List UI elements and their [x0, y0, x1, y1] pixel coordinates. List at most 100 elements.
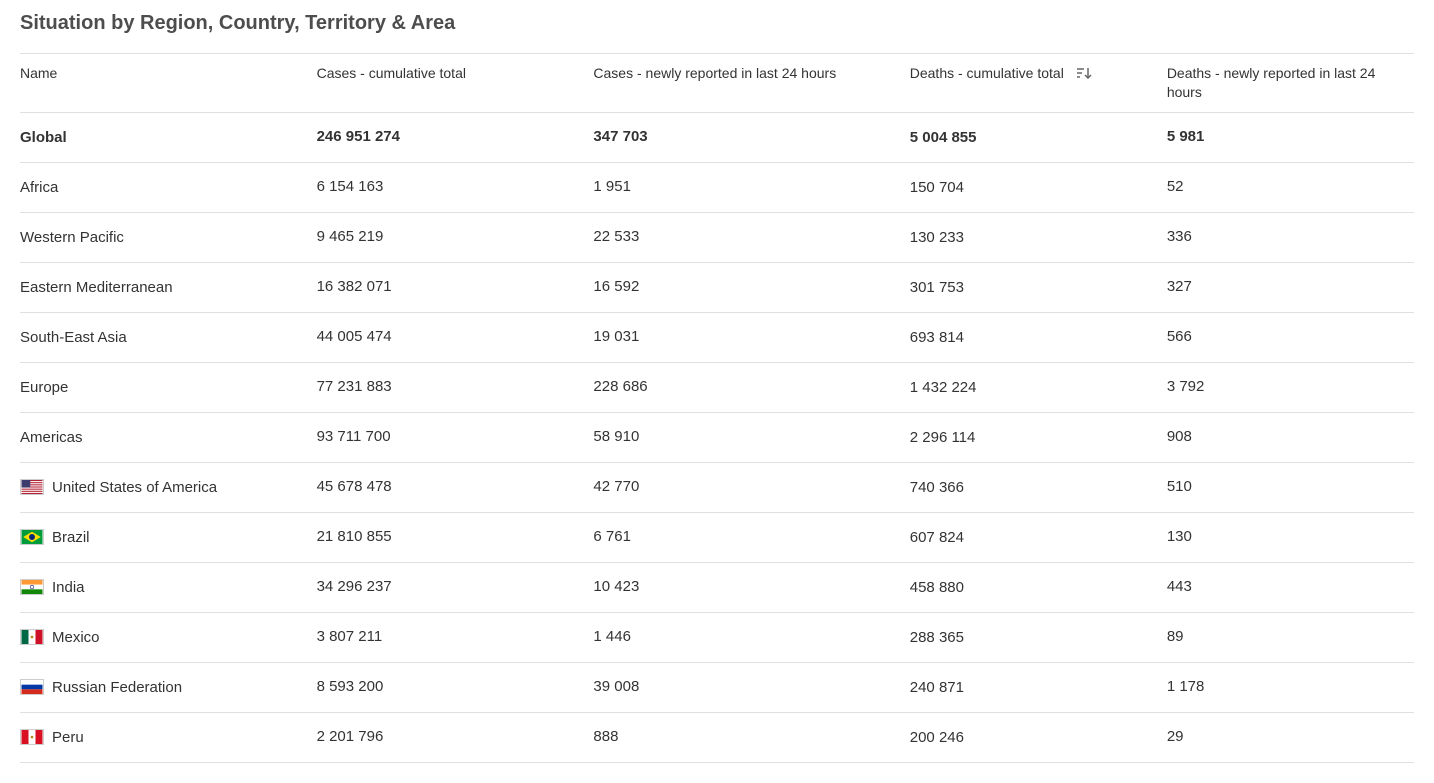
deaths-bar-track [986, 281, 1151, 293]
row-name: Europe [20, 379, 68, 396]
row-deaths: 458 880 [910, 579, 978, 596]
row-cases: 45 678 478 [317, 478, 392, 495]
row-deaths: 288 365 [910, 629, 978, 646]
row-new-deaths: 29 [1167, 728, 1184, 745]
header-name[interactable]: Name [20, 64, 317, 83]
header-deaths[interactable]: Deaths - cumulative total [910, 64, 1167, 83]
row-name: Brazil [52, 529, 90, 546]
row-new-cases: 39 008 [593, 678, 639, 695]
row-new-deaths: 1 178 [1167, 678, 1205, 695]
row-name: Russian Federation [52, 679, 182, 696]
deaths-bar-track [986, 381, 1151, 393]
row-deaths: 1 432 224 [910, 379, 978, 396]
row-new-cases: 888 [593, 728, 618, 745]
global-new-deaths: 5 981 [1167, 128, 1205, 145]
row-deaths: 740 366 [910, 479, 978, 496]
row-deaths: 301 753 [910, 279, 978, 296]
flag-icon [20, 479, 44, 495]
region-row[interactable]: Eastern Mediterranean 16 382 071 16 592 … [20, 263, 1414, 313]
deaths-bar-track [986, 631, 1151, 643]
row-new-deaths: 908 [1167, 428, 1192, 445]
country-row[interactable]: United States of America 45 678 478 42 7… [20, 463, 1414, 513]
row-deaths: 240 871 [910, 679, 978, 696]
country-row[interactable]: Mexico 3 807 211 1 446 288 365 89 [20, 613, 1414, 663]
row-name: United States of America [52, 479, 217, 496]
row-name: Eastern Mediterranean [20, 279, 173, 296]
row-cases: 6 154 163 [317, 178, 384, 195]
region-row[interactable]: Europe 77 231 883 228 686 1 432 224 3 79… [20, 363, 1414, 413]
row-new-deaths: 327 [1167, 278, 1192, 295]
row-new-cases: 22 533 [593, 228, 639, 245]
header-new-cases[interactable]: Cases - newly reported in last 24 hours [593, 64, 909, 83]
row-new-cases: 1 951 [593, 178, 631, 195]
deaths-bar-track [986, 331, 1151, 343]
row-deaths: 130 233 [910, 229, 978, 246]
row-new-deaths: 89 [1167, 628, 1184, 645]
flag-icon [20, 579, 44, 595]
row-cases: 2 201 796 [317, 728, 384, 745]
sort-desc-icon [1076, 66, 1092, 80]
row-cases: 21 810 855 [317, 528, 392, 545]
row-name: India [52, 579, 85, 596]
table-header-row: Name Cases - cumulative total Cases - ne… [20, 54, 1414, 113]
row-name: Mexico [52, 629, 100, 646]
row-cases: 8 593 200 [317, 678, 384, 695]
header-new-deaths[interactable]: Deaths - newly reported in last 24 hours [1167, 64, 1414, 102]
row-cases: 3 807 211 [317, 628, 383, 645]
deaths-bar-track [986, 481, 1151, 493]
global-name: Global [20, 129, 67, 146]
global-cases: 246 951 274 [317, 128, 400, 145]
header-cases[interactable]: Cases - cumulative total [317, 64, 594, 83]
flag-icon [20, 629, 44, 645]
row-new-deaths: 510 [1167, 478, 1192, 495]
row-new-cases: 16 592 [593, 278, 639, 295]
row-deaths: 150 704 [910, 179, 978, 196]
deaths-bar-track [986, 531, 1151, 543]
row-new-deaths: 3 792 [1167, 378, 1205, 395]
deaths-bar-track [986, 731, 1151, 743]
row-name: Africa [20, 179, 58, 196]
row-name: South-East Asia [20, 329, 127, 346]
row-new-deaths: 52 [1167, 178, 1184, 195]
row-new-cases: 58 910 [593, 428, 639, 445]
row-cases: 44 005 474 [317, 328, 392, 345]
country-row[interactable]: Russian Federation 8 593 200 39 008 240 … [20, 663, 1414, 713]
row-name: Western Pacific [20, 229, 124, 246]
row-new-cases: 19 031 [593, 328, 639, 345]
country-row[interactable]: Brazil 21 810 855 6 761 607 824 130 [20, 513, 1414, 563]
region-row[interactable]: Western Pacific 9 465 219 22 533 130 233… [20, 213, 1414, 263]
flag-icon [20, 529, 44, 545]
row-new-cases: 10 423 [593, 578, 639, 595]
deaths-bar-track [986, 181, 1151, 193]
row-new-cases: 6 761 [593, 528, 631, 545]
row-new-cases: 228 686 [593, 378, 647, 395]
country-row[interactable]: Peru 2 201 796 888 200 246 29 [20, 713, 1414, 763]
deaths-bar-track [986, 681, 1151, 693]
row-cases: 93 711 700 [317, 428, 391, 445]
row-new-deaths: 566 [1167, 328, 1192, 345]
row-new-deaths: 130 [1167, 528, 1192, 545]
row-name: Peru [52, 729, 84, 746]
region-row[interactable]: Africa 6 154 163 1 951 150 704 52 [20, 163, 1414, 213]
row-deaths: 200 246 [910, 729, 978, 746]
row-new-cases: 42 770 [593, 478, 639, 495]
deaths-bar-track [986, 431, 1151, 443]
global-deaths: 5 004 855 [910, 129, 977, 146]
row-new-deaths: 336 [1167, 228, 1192, 245]
row-cases: 16 382 071 [317, 278, 392, 295]
page-title: Situation by Region, Country, Territory … [20, 12, 1414, 35]
deaths-bar-track [986, 231, 1151, 243]
deaths-bar-track [986, 581, 1151, 593]
flag-icon [20, 679, 44, 695]
global-row[interactable]: Global 246 951 274 347 703 5 004 855 5 9… [20, 113, 1414, 163]
region-row[interactable]: Americas 93 711 700 58 910 2 296 114 908 [20, 413, 1414, 463]
country-row[interactable]: India 34 296 237 10 423 458 880 443 [20, 563, 1414, 613]
flag-icon [20, 729, 44, 745]
global-new-cases: 347 703 [593, 128, 647, 145]
row-deaths: 607 824 [910, 529, 978, 546]
region-row[interactable]: South-East Asia 44 005 474 19 031 693 81… [20, 313, 1414, 363]
row-new-deaths: 443 [1167, 578, 1192, 595]
row-cases: 34 296 237 [317, 578, 392, 595]
row-deaths: 693 814 [910, 329, 978, 346]
row-deaths: 2 296 114 [910, 429, 978, 446]
